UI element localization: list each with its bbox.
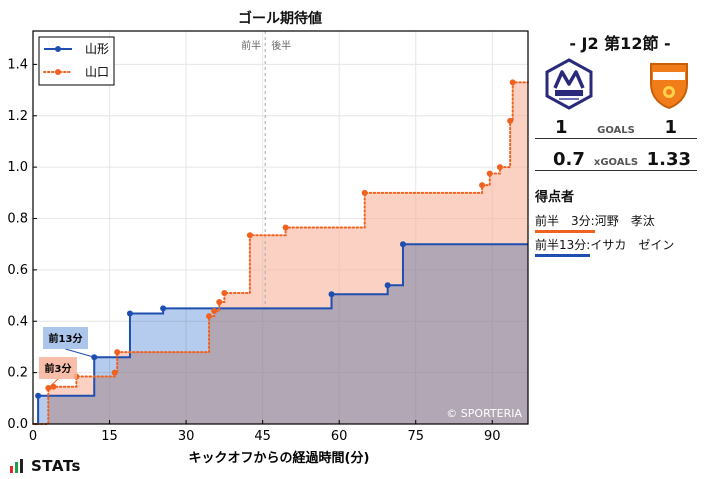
area-yamagata <box>33 244 528 424</box>
chart-title: ゴール期待値 <box>238 11 322 27</box>
renofa-crest-icon <box>650 63 688 110</box>
xg-label: xGOALS <box>593 157 639 168</box>
annotation-box <box>43 327 88 349</box>
data-point <box>507 117 514 124</box>
data-point <box>479 182 486 189</box>
scorer-player: イサカ ゼイン <box>590 238 675 252</box>
goals-row: 1 GOALS 1 <box>535 116 697 139</box>
scorer-item: 前半13分:イサカ ゼイン <box>535 236 674 257</box>
goals-label: GOALS <box>597 125 635 136</box>
scorer-item: 前半 3分:河野 孝汰 <box>535 212 655 233</box>
match-panel: - J2 第12節 - 1 GOALS 1 0.7 xGOALS 1.33 得点… <box>533 0 707 479</box>
legend-label: 山口 <box>85 65 109 79</box>
x-tick-label: 0 <box>29 429 37 444</box>
scorer-time: 前半13分: <box>535 236 591 257</box>
scorers-heading: 得点者 <box>535 190 575 205</box>
x-tick-label: 90 <box>484 429 501 444</box>
data-point <box>328 291 335 298</box>
y-tick-label: 1.0 <box>7 160 28 175</box>
y-tick-label: 0.6 <box>7 263 28 278</box>
data-point <box>211 307 218 314</box>
annotation-pointer <box>47 378 59 389</box>
legend-marker <box>55 69 61 75</box>
data-point <box>216 298 223 305</box>
data-point <box>126 310 133 317</box>
data-point <box>282 224 289 231</box>
stats-logo-icon <box>10 459 23 473</box>
y-tick-label: 0.2 <box>7 366 28 381</box>
data-point <box>206 313 213 320</box>
away-goals: 1 <box>664 117 677 138</box>
data-point <box>486 170 493 177</box>
data-point <box>35 392 42 399</box>
home-xg: 0.7 <box>553 149 585 170</box>
data-point <box>384 282 391 289</box>
xg-chart: 前半 後半 0 15 30 45 60 75 90 0.0 0.2 0.4 0.6 0.8 1.0 1.2 1… <box>7 30 529 466</box>
legend-marker <box>55 46 61 52</box>
scorer-time: 前半 3分: <box>535 212 595 233</box>
annotation-pointer <box>65 348 95 358</box>
x-tick-label: 30 <box>178 429 195 444</box>
chart-axes: 0 15 30 45 60 75 90 0.0 0.2 0.4 0.6 0.8 1.0 1.2 1.4 <box>7 30 529 444</box>
x-tick-label: 15 <box>101 429 118 444</box>
halftime-marker: 前半 後半 <box>241 31 291 424</box>
xg-row: 0.7 xGOALS 1.33 <box>535 148 697 171</box>
annotation-box <box>39 357 77 379</box>
data-point <box>509 79 516 86</box>
x-tick-label: 45 <box>254 429 271 444</box>
x-tick-label: 60 <box>331 429 348 444</box>
chart-areas <box>33 82 528 424</box>
halftime-first-label: 前半 <box>241 39 261 52</box>
annotation-label: 前3分 <box>45 362 72 375</box>
data-point <box>111 369 118 376</box>
halftime-second-label: 後半 <box>271 39 291 52</box>
match-title: - J2 第12節 - <box>569 34 671 53</box>
data-point <box>246 232 253 239</box>
scorer-player: 河野 孝汰 <box>594 214 655 228</box>
y-tick-label: 0.8 <box>7 212 28 227</box>
x-axis-label: キックオフからの経過時間(分) <box>189 450 370 466</box>
annotation-label: 前13分 <box>49 332 83 345</box>
data-point <box>160 305 167 312</box>
stats-logo: STATs <box>10 457 81 475</box>
data-point <box>361 189 368 196</box>
plot-frame <box>32 30 529 425</box>
data-point <box>221 290 228 296</box>
y-tick-label: 0.4 <box>7 314 28 329</box>
montedio-crest-icon <box>545 58 593 110</box>
data-point <box>399 241 406 248</box>
y-tick-label: 1.4 <box>7 57 28 72</box>
watermark: © SPORTERIA <box>446 407 522 420</box>
legend-label: 山形 <box>85 42 109 56</box>
y-tick-label: 0.0 <box>7 417 28 432</box>
legend-box <box>38 36 115 86</box>
y-tick-label: 1.2 <box>7 109 28 124</box>
data-point <box>114 349 121 356</box>
stats-logo-text: STATs <box>31 457 81 475</box>
away-xg: 1.33 <box>646 149 691 170</box>
x-tick-label: 75 <box>407 429 424 444</box>
data-point <box>496 164 503 171</box>
home-goals: 1 <box>555 117 568 138</box>
